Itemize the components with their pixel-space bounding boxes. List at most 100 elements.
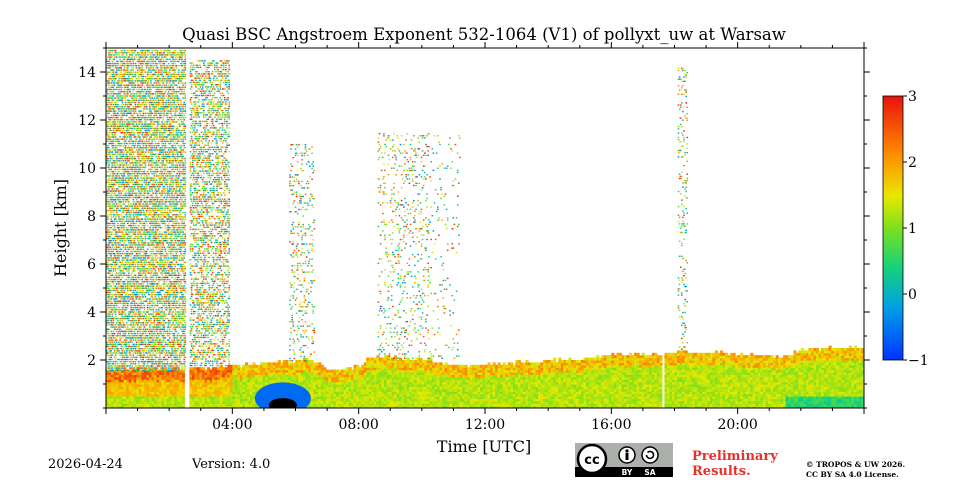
bl-cell <box>598 372 602 375</box>
bl-cell <box>111 405 115 408</box>
bl-cell <box>639 398 643 402</box>
bl-cell <box>528 379 532 383</box>
bl-cell <box>636 405 640 408</box>
bl-cell <box>313 367 317 371</box>
bl-cell <box>578 384 582 387</box>
bl-cell <box>437 393 441 397</box>
bl-cell <box>131 391 135 395</box>
bl-cell <box>598 398 602 402</box>
bl-cell <box>229 393 233 397</box>
bl-cell <box>434 391 438 395</box>
bl-cell <box>709 362 713 366</box>
bl-cell <box>219 400 223 404</box>
bl-cell <box>464 400 468 404</box>
bl-cell <box>111 396 115 399</box>
bl-cell <box>285 372 289 375</box>
bl-cell <box>234 376 238 380</box>
bl-cell <box>570 369 574 373</box>
bl-cell <box>391 388 395 392</box>
bl-cell <box>376 372 380 375</box>
bl-cell <box>740 376 744 380</box>
bl-cell <box>737 393 741 397</box>
bl-cell <box>611 391 615 395</box>
bl-cell <box>659 376 663 380</box>
bl-cell <box>646 386 650 390</box>
bl-cell <box>338 372 342 375</box>
bl-cell <box>646 381 650 385</box>
bl-cell <box>386 355 390 359</box>
bl-cell <box>232 400 236 404</box>
bl-cell <box>245 400 249 404</box>
bl-cell <box>694 364 698 368</box>
bl-cell <box>260 364 264 368</box>
bl-cell <box>677 350 681 354</box>
bl-cell <box>381 403 385 407</box>
bl-cell <box>535 379 539 383</box>
bl-cell <box>234 386 238 390</box>
bl-cell <box>752 360 756 363</box>
bl-cell <box>601 372 605 375</box>
bl-cell <box>477 376 481 380</box>
bl-cell <box>333 386 337 390</box>
bl-cell <box>497 386 501 390</box>
bl-cell <box>146 386 150 390</box>
bl-cell <box>672 393 676 397</box>
bl-cell <box>624 391 628 395</box>
bl-cell <box>454 396 458 399</box>
bl-cell <box>270 369 274 373</box>
bl-cell <box>371 367 375 371</box>
bl-cell <box>522 369 526 373</box>
bl-cell <box>315 374 319 378</box>
bl-cell <box>381 384 385 387</box>
bl-cell <box>469 400 473 404</box>
bl-cell <box>588 374 592 378</box>
bl-cell <box>707 364 711 368</box>
bl-cell <box>702 357 706 361</box>
bl-cell <box>682 398 686 402</box>
bl-cell <box>341 376 345 380</box>
bl-cell <box>757 393 761 397</box>
bl-cell <box>510 381 514 385</box>
bl-cell <box>426 405 430 408</box>
bl-cell <box>583 374 587 378</box>
bl-cell <box>682 352 686 356</box>
bl-cell <box>229 391 233 395</box>
bl-cell <box>747 379 751 383</box>
bl-cell <box>588 379 592 383</box>
bl-cell <box>636 384 640 387</box>
bl-cell <box>437 369 441 373</box>
bl-cell <box>128 384 132 387</box>
bl-cell <box>386 398 390 402</box>
bl-cell <box>222 374 226 378</box>
bl-cell <box>389 381 393 385</box>
bl-cell <box>272 372 276 375</box>
bl-cell <box>414 393 418 397</box>
bl-cell <box>654 364 658 368</box>
bl-cell <box>568 364 572 368</box>
bl-cell <box>479 367 483 371</box>
bl-cell <box>328 396 332 399</box>
bl-cell <box>265 369 269 373</box>
bl-cell <box>136 376 140 380</box>
bl-cell <box>588 369 592 373</box>
bl-cell <box>755 396 759 399</box>
bl-cell <box>351 396 355 399</box>
bl-cell <box>586 403 590 407</box>
bl-cell <box>563 364 567 368</box>
bl-cell <box>636 352 640 356</box>
bl-cell <box>545 367 549 371</box>
bl-cell <box>639 386 643 390</box>
bl-cell <box>558 364 562 368</box>
bl-cell <box>421 405 425 408</box>
bl-cell <box>727 369 731 373</box>
bl-cell <box>457 372 461 375</box>
bl-cell <box>740 360 744 363</box>
bl-cell <box>166 391 170 395</box>
bl-cell <box>606 386 610 390</box>
bl-cell <box>169 379 173 383</box>
bl-cell <box>598 405 602 408</box>
bl-cell <box>229 384 233 387</box>
bl-cell <box>404 391 408 395</box>
bl-cell <box>133 403 137 407</box>
bl-cell <box>674 367 678 371</box>
